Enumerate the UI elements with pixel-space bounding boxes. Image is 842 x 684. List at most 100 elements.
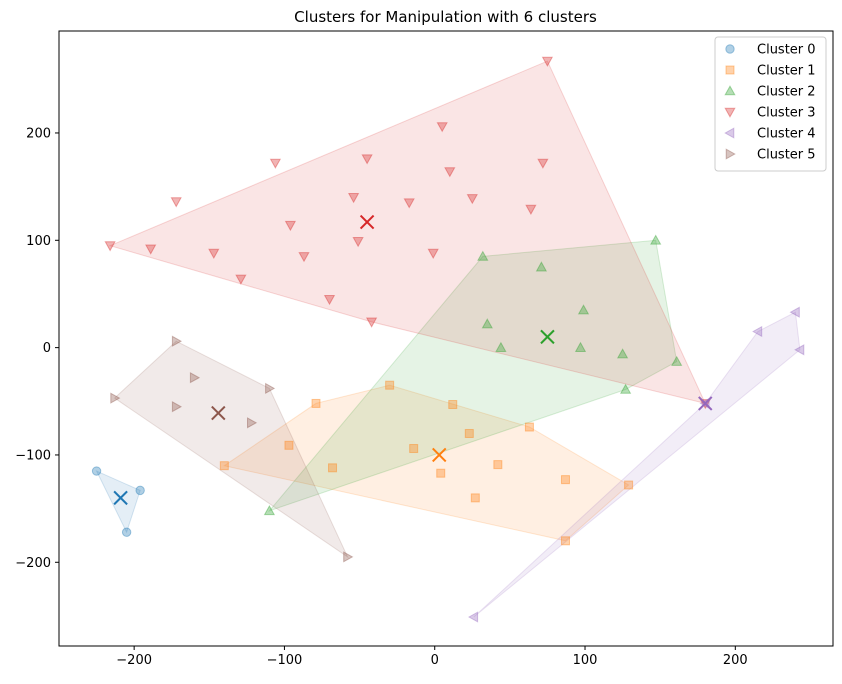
y-tick-label: 0 <box>43 341 51 356</box>
cluster-3-point <box>284 220 297 232</box>
y-tick-label: −100 <box>15 448 51 463</box>
x-tick-label: 0 <box>431 653 439 668</box>
cluster-2-point <box>477 250 489 261</box>
legend-marker-cluster-2 <box>724 85 736 96</box>
cluster-4-hull <box>473 311 801 618</box>
y-tick-label: 200 <box>26 126 51 141</box>
cluster-3-point <box>525 204 537 216</box>
cluster-3-point <box>466 194 478 205</box>
cluster-3-point <box>403 198 415 209</box>
cluster-2-point <box>495 341 507 352</box>
cluster-3-point <box>347 193 360 204</box>
cluster-0-hull <box>95 470 141 534</box>
cluster-5-point <box>110 392 121 404</box>
cluster-1-point <box>464 428 474 438</box>
cluster-2-point <box>577 304 590 315</box>
legend-marker-cluster-3 <box>724 107 736 118</box>
cluster-3-point <box>145 244 157 255</box>
cluster-5-point <box>265 382 276 395</box>
cluster-3-point <box>298 252 310 263</box>
cluster-3-point <box>352 237 364 248</box>
cluster-4-point <box>794 344 805 356</box>
cluster-4-centroid <box>698 396 713 411</box>
axes-frame <box>58 30 834 647</box>
x-axis: −200 −100 0 100 200 <box>116 646 748 668</box>
legend-label-cluster-2: Cluster 2 <box>757 85 816 100</box>
legend-marker-cluster-4 <box>724 127 735 139</box>
cluster-2-point <box>263 504 276 516</box>
cluster-3-point <box>170 197 182 208</box>
cluster-2-point <box>650 234 662 245</box>
y-axis: −200 −100 0 100 200 <box>15 126 59 571</box>
legend-frame <box>714 36 827 172</box>
cluster-1-point <box>448 400 458 410</box>
legend-label-cluster-0: Cluster 0 <box>757 43 816 58</box>
cluster-1-point <box>385 380 395 390</box>
legend-marker-cluster-5 <box>725 148 736 160</box>
cluster-2-point <box>481 318 493 329</box>
cluster-2-point <box>574 341 587 352</box>
chart-title: Clusters for Manipulation with 6 cluster… <box>294 8 597 26</box>
cluster-1-point <box>493 460 503 470</box>
cluster-0-point <box>121 527 132 537</box>
x-tick-label: 200 <box>723 653 748 668</box>
cluster-4-point <box>752 325 763 338</box>
cluster-0-point <box>91 466 102 476</box>
cluster-2-point <box>616 348 629 359</box>
cluster-5-point <box>171 401 183 413</box>
cluster-3-point <box>361 154 373 165</box>
cluster-1-point <box>560 475 570 485</box>
cluster-3-point <box>235 274 247 285</box>
y-tick-label: −200 <box>15 556 51 571</box>
cluster-3-point <box>365 317 378 328</box>
cluster-0-point <box>135 485 145 496</box>
cluster-1-centroid <box>432 447 447 463</box>
cluster-0-centroid <box>113 490 128 506</box>
cluster-1-point <box>219 461 229 471</box>
cluster-2-centroid <box>540 329 555 345</box>
cluster-5-point <box>189 372 201 384</box>
cluster-1-point <box>284 440 294 450</box>
x-tick-label: −100 <box>267 653 303 668</box>
cluster-1-point <box>624 480 634 490</box>
cluster-1-point <box>436 468 446 478</box>
cluster-5-point <box>171 335 183 347</box>
cluster-3-point <box>436 122 448 133</box>
cluster-3-point <box>537 158 549 169</box>
cluster-5-centroid <box>211 405 226 421</box>
cluster-5-hull <box>113 340 349 559</box>
x-tick-label: 100 <box>573 653 598 668</box>
cluster-4-point <box>467 611 479 623</box>
cluster-1-point <box>470 493 480 503</box>
cluster-2-hull <box>267 239 678 512</box>
cluster-1-point <box>311 398 321 408</box>
cluster-3-centroid <box>359 214 375 230</box>
cluster-3-point <box>541 56 554 67</box>
cluster-2-point <box>671 355 683 366</box>
cluster-1-hull <box>223 384 630 542</box>
cluster-3-point <box>427 248 439 260</box>
legend-marker-cluster-1 <box>725 65 735 75</box>
cluster-1-point <box>409 444 419 454</box>
cluster-3-point <box>444 167 456 178</box>
cluster-4-point <box>789 306 800 318</box>
cluster-3-point <box>269 158 282 169</box>
cluster-1-point <box>328 463 338 473</box>
legend-label-cluster-4: Cluster 4 <box>757 127 816 142</box>
cluster-1-point <box>524 422 534 432</box>
legend-label-cluster-1: Cluster 1 <box>757 64 816 79</box>
cluster-5-point <box>343 551 354 563</box>
x-tick-label: −200 <box>116 653 152 668</box>
cluster-2-point <box>535 261 548 272</box>
cluster-3-point <box>208 248 220 260</box>
cluster-3-point <box>323 295 336 306</box>
legend-label-cluster-5: Cluster 5 <box>757 148 816 163</box>
cluster-5-point <box>247 417 258 429</box>
plot-area <box>91 56 805 623</box>
legend-label-cluster-3: Cluster 3 <box>757 106 816 121</box>
cluster-1-point <box>560 536 570 546</box>
legend-marker-cluster-0 <box>725 44 735 54</box>
legend: Cluster 0 Cluster 1 Cluster 2 Cluster 3 Clus… <box>714 36 827 172</box>
